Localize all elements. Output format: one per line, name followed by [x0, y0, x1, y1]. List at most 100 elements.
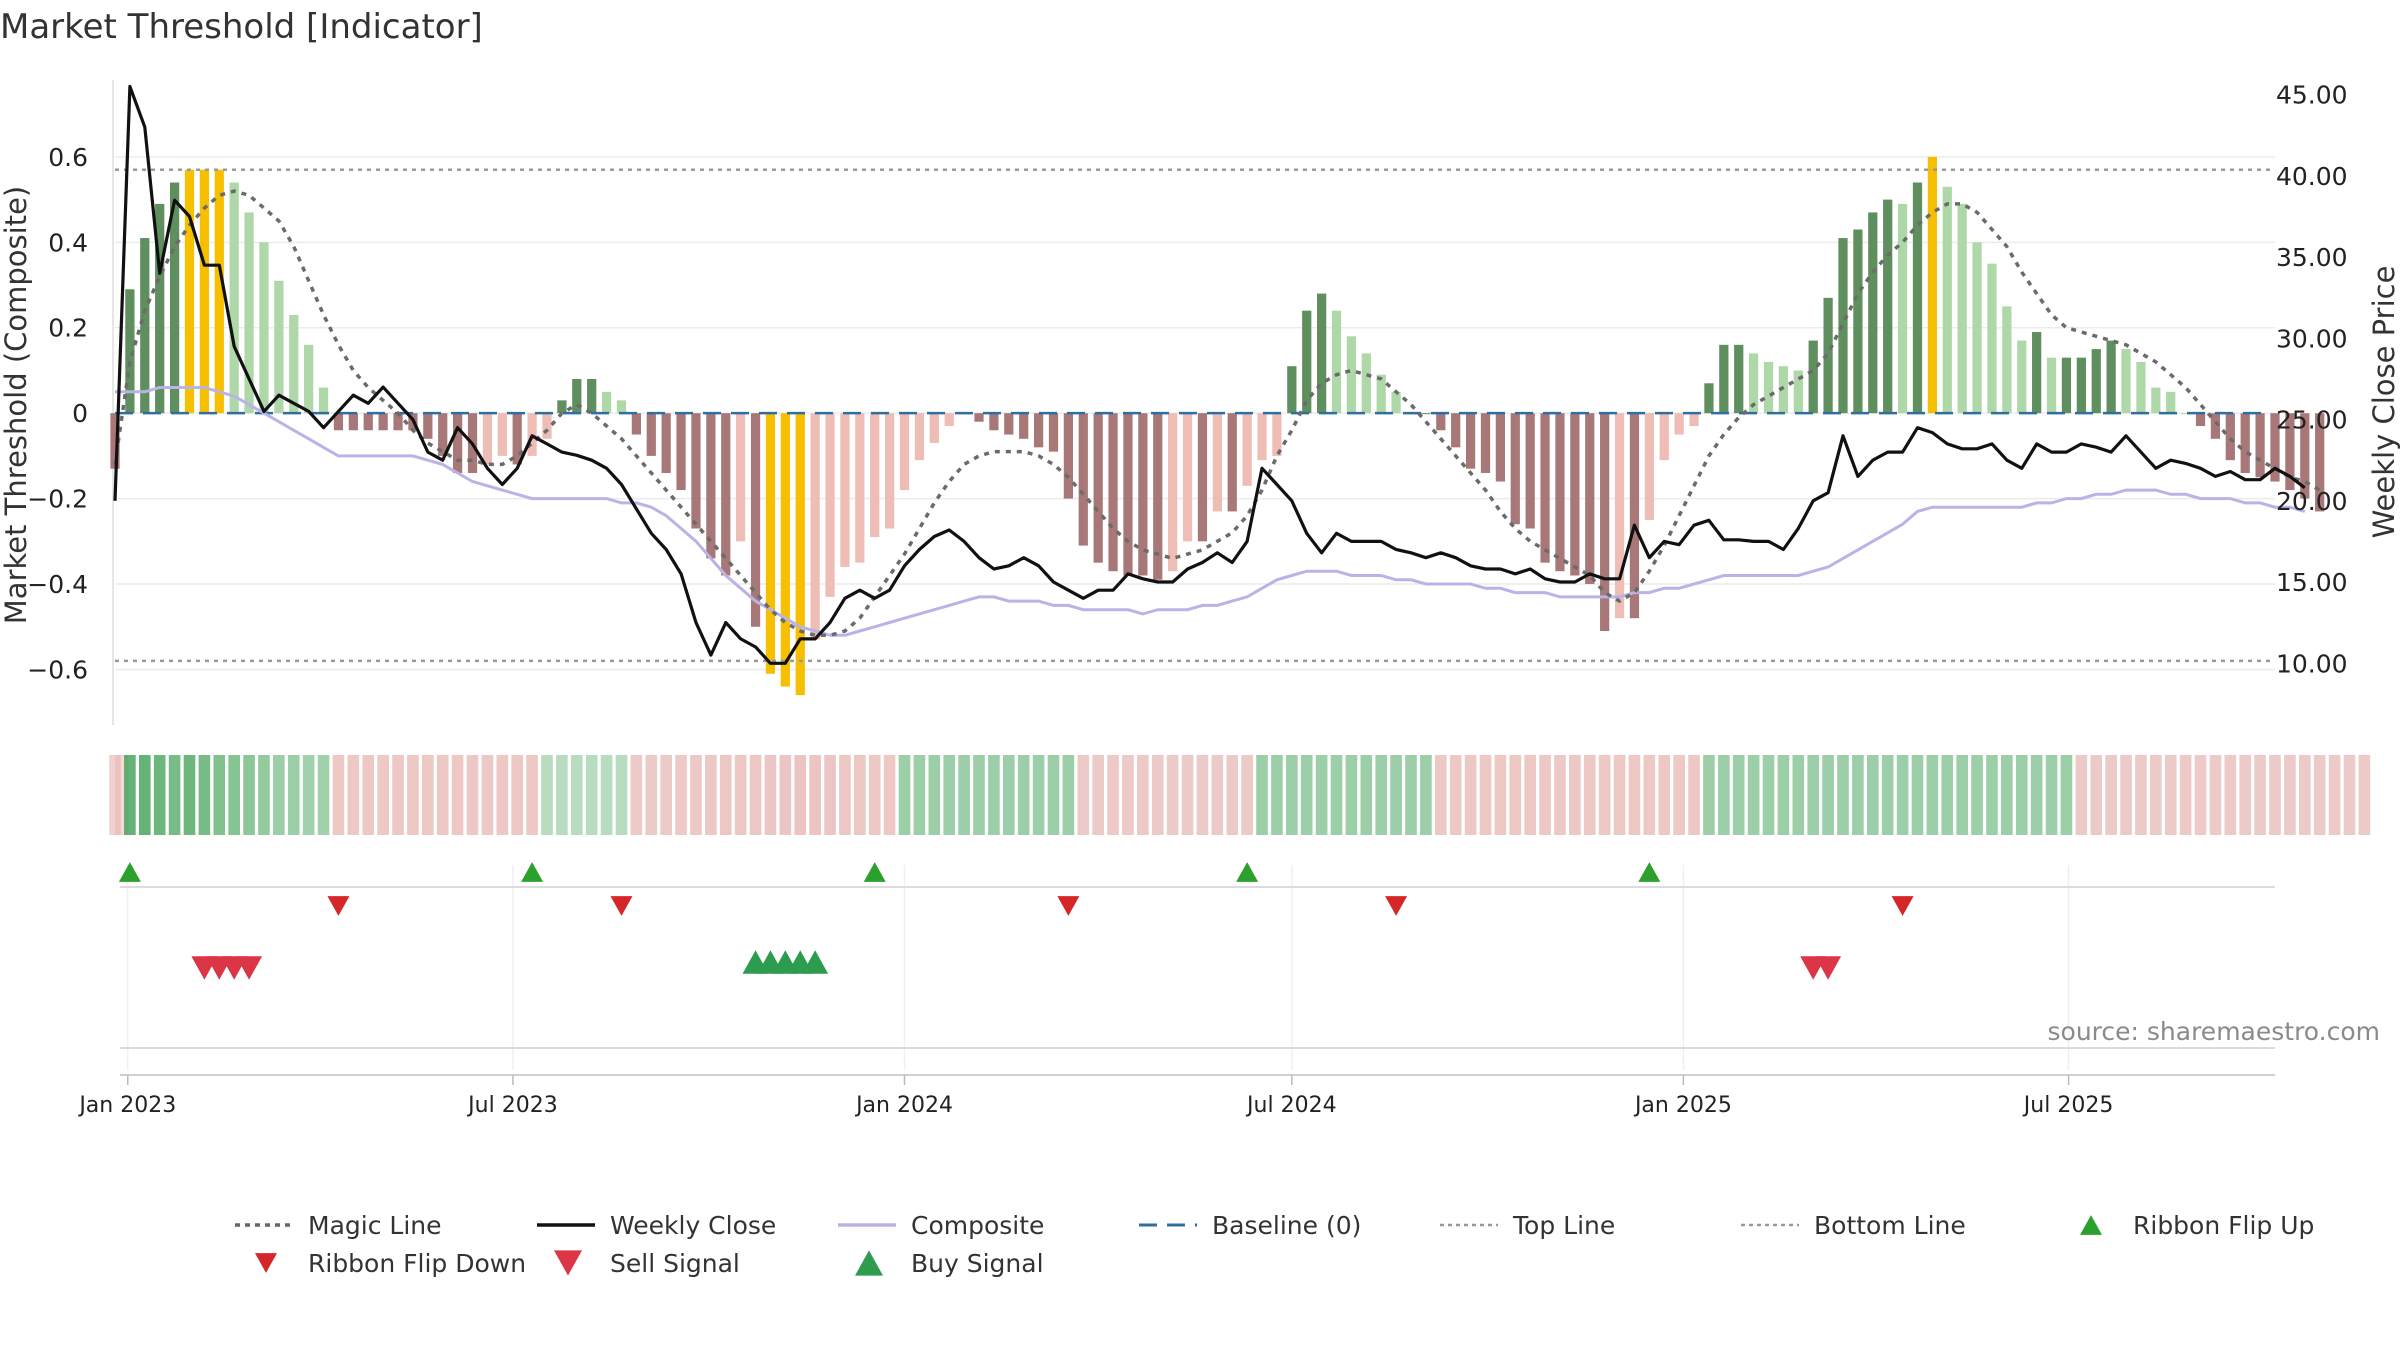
- y-tick-right: 40.00: [2276, 162, 2348, 191]
- composite-bar: [1778, 366, 1789, 414]
- composite-bar: [1331, 310, 1342, 414]
- ribbon-cell: [1360, 755, 1373, 835]
- composite-bar: [1093, 413, 1103, 563]
- composite-bar: [1763, 361, 1774, 414]
- ribbon-cell: [1405, 755, 1417, 835]
- composite-bar: [1108, 413, 1118, 572]
- ribbon-cell: [1583, 755, 1596, 835]
- ribbon-cell: [585, 755, 598, 835]
- composite-bar: [1019, 413, 1029, 439]
- composite-bar: [1972, 242, 1982, 414]
- composite-bar: [2285, 413, 2295, 491]
- ribbon-cell: [764, 755, 777, 835]
- legend-label: Ribbon Flip Down: [308, 1249, 526, 1278]
- composite-bar: [1033, 413, 1044, 448]
- ribbon-cell: [2313, 755, 2326, 835]
- ribbon-cell: [2001, 755, 2013, 835]
- composite-bar: [1689, 413, 1699, 426]
- composite-bar: [512, 413, 522, 465]
- ribbon-cell: [392, 755, 404, 835]
- ribbon-cell: [1271, 755, 1283, 835]
- ribbon-cell: [1122, 755, 1134, 835]
- ribbon-cell: [1613, 755, 1626, 835]
- ribbon-cell: [1747, 755, 1760, 835]
- ribbon-cell: [2328, 755, 2341, 835]
- composite-bar: [1465, 413, 1476, 469]
- ribbon-cell: [2254, 755, 2266, 835]
- ribbon-cell: [1196, 755, 1209, 835]
- composite-bar: [393, 413, 403, 431]
- ribbon-cell: [422, 755, 434, 835]
- ribbon-cell: [719, 755, 732, 835]
- composite-bar: [1704, 383, 1714, 414]
- ribbon-cell: [2015, 755, 2028, 835]
- composite-bar: [155, 203, 165, 414]
- composite-bar: [1659, 413, 1669, 461]
- composite-bar: [2240, 413, 2250, 473]
- ribbon-cell: [1941, 755, 1954, 835]
- x-tick-label: Jan 2025: [1633, 1093, 1732, 1118]
- legend-label: Ribbon Flip Up: [2133, 1211, 2314, 1240]
- ribbon-cell: [1256, 755, 1268, 835]
- ribbon-cell: [198, 755, 211, 835]
- ribbon-cell: [705, 755, 717, 835]
- composite-bar: [1540, 413, 1550, 563]
- ribbon-cell: [824, 755, 836, 835]
- x-tick-label: Jul 2024: [1245, 1093, 1337, 1118]
- composite-bar: [1212, 413, 1222, 512]
- ribbon-cell: [913, 755, 926, 835]
- ribbon-flip-down-marker: [610, 896, 633, 916]
- legend-label: Magic Line: [308, 1211, 442, 1240]
- ribbon-strip: [109, 755, 2371, 835]
- composite-bar: [2106, 340, 2116, 414]
- y-tick-right: 45.00: [2276, 81, 2348, 110]
- ribbon-cell: [2343, 755, 2356, 835]
- composite-bar: [2270, 413, 2280, 482]
- grid-layer: [112, 80, 2275, 1070]
- composite-bar: [587, 379, 597, 414]
- composite-bar: [2181, 413, 2191, 415]
- legend-item: Bottom Line: [1741, 1211, 1966, 1240]
- composite-bar: [840, 413, 850, 567]
- ribbon-flip-up-marker: [863, 862, 886, 882]
- composite-bar: [1808, 340, 1818, 414]
- ribbon-cell: [466, 755, 479, 835]
- ribbon-cell: [168, 755, 181, 835]
- ribbon-cell: [109, 755, 121, 835]
- ribbon-cell: [1062, 755, 1075, 835]
- ribbon-cell: [1479, 755, 1492, 835]
- y-tick-right: 15.00: [2276, 568, 2348, 597]
- ribbon-cell: [1822, 755, 1834, 835]
- composite-bar: [304, 344, 314, 414]
- composite-bar: [2151, 387, 2161, 414]
- composite-bar: [1123, 413, 1133, 576]
- x-tick-label: Jul 2025: [2022, 1093, 2114, 1118]
- ribbon-cell: [1330, 755, 1343, 835]
- ribbon-cell: [883, 755, 896, 835]
- composite-bar: [1495, 413, 1505, 482]
- composite-bar: [1317, 293, 1327, 414]
- ribbon-cell: [1286, 755, 1298, 835]
- composite-bar: [1868, 212, 1878, 414]
- ribbon-cell: [973, 755, 985, 835]
- legend-item: Top Line: [1440, 1211, 1615, 1240]
- composite-bar: [169, 182, 180, 414]
- legend-swatch-marker: [2080, 1215, 2102, 1235]
- ribbon-cell: [1449, 755, 1462, 835]
- composite-bar: [914, 413, 925, 461]
- ribbon-cell: [600, 755, 613, 835]
- legend-item: Magic Line: [235, 1211, 442, 1240]
- ribbon-cell: [749, 755, 762, 835]
- ribbon-cell: [809, 755, 821, 835]
- ribbon-cell: [2209, 755, 2222, 835]
- composite-bar: [1227, 413, 1237, 512]
- ribbon-cell: [496, 755, 509, 835]
- composite-bar: [1182, 413, 1193, 542]
- composite-bar: [2195, 413, 2206, 426]
- ribbon-flip-down-marker: [327, 896, 350, 916]
- composite-bar: [855, 413, 865, 563]
- composite-bar: [646, 413, 656, 456]
- composite-bar: [140, 238, 150, 414]
- ribbon-cell: [228, 755, 240, 835]
